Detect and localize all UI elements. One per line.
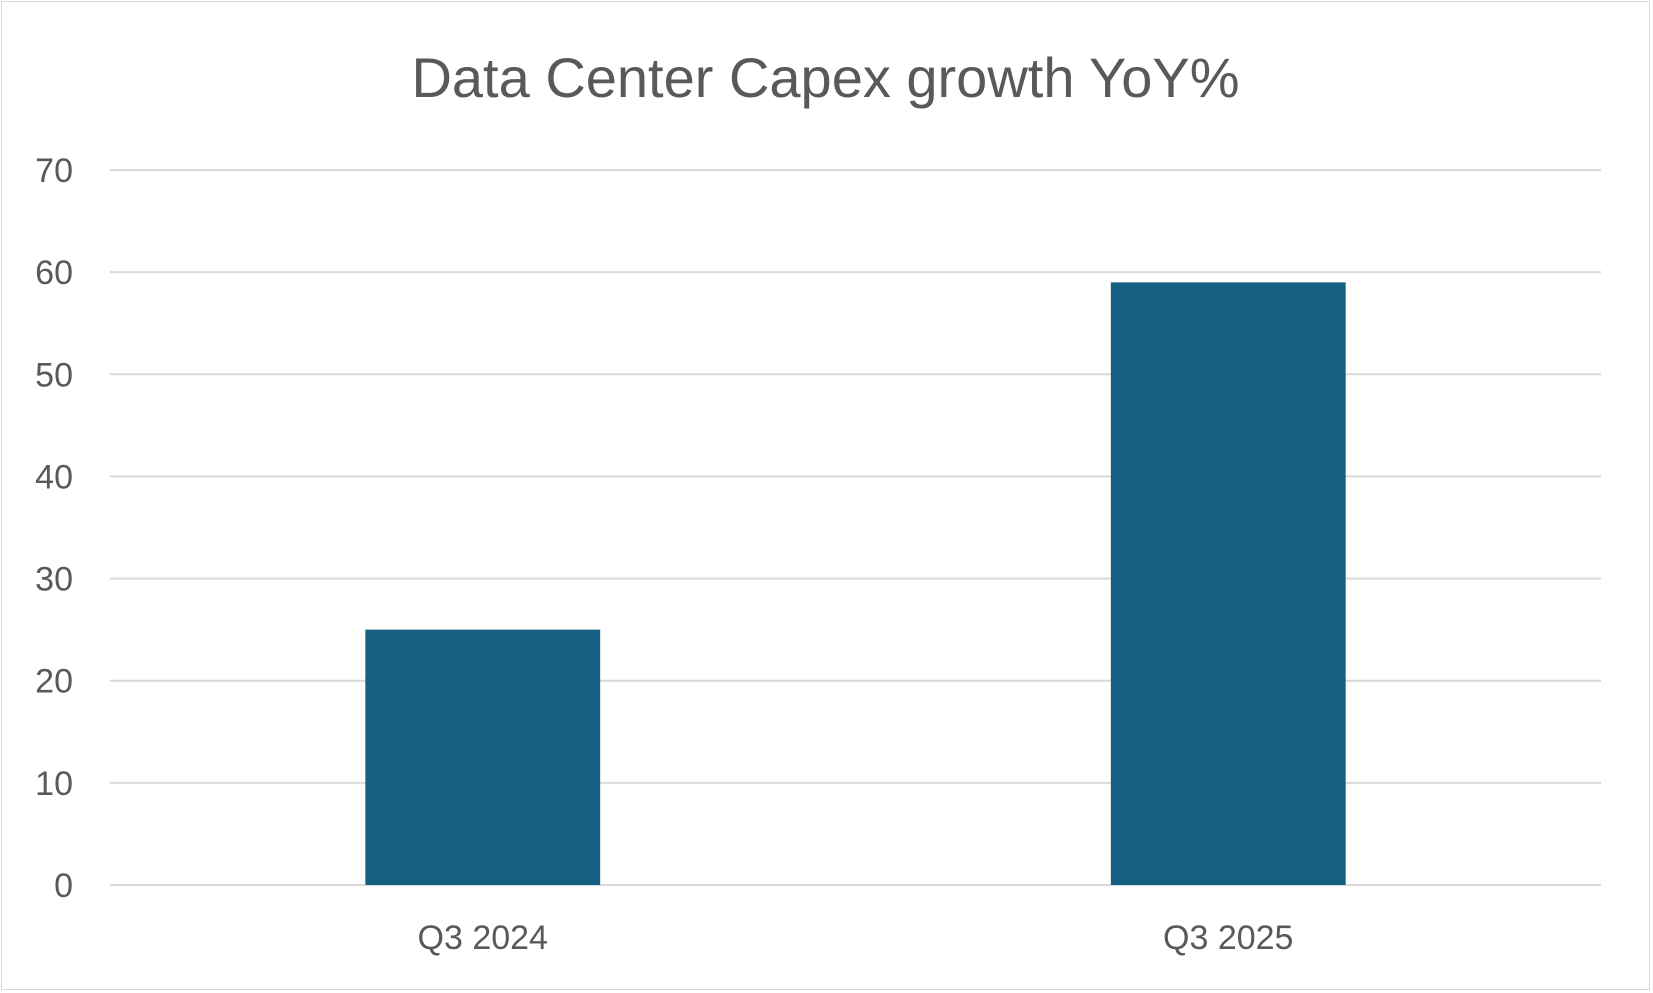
y-tick-label: 30 (35, 561, 73, 599)
y-axis-tick-labels: 0 10 20 30 40 50 60 70 (35, 152, 73, 905)
bars (365, 282, 1346, 885)
x-axis-tick-labels: Q3 2024 Q3 2025 (418, 919, 1294, 957)
chart-title: Data Center Capex growth YoY% (411, 46, 1240, 109)
y-tick-label: 60 (35, 254, 73, 292)
y-tick-label: 50 (35, 356, 73, 394)
y-tick-label: 40 (35, 458, 73, 496)
y-tick-label: 70 (35, 152, 73, 190)
gridlines (110, 169, 1601, 886)
y-tick-label: 20 (35, 663, 73, 701)
y-tick-label: 10 (35, 765, 73, 803)
bar-q3-2024 (365, 629, 601, 885)
y-tick-label: 0 (54, 867, 73, 905)
x-tick-label: Q3 2025 (1163, 919, 1293, 957)
bar-q3-2025 (1110, 282, 1346, 885)
x-tick-label: Q3 2024 (418, 919, 548, 957)
